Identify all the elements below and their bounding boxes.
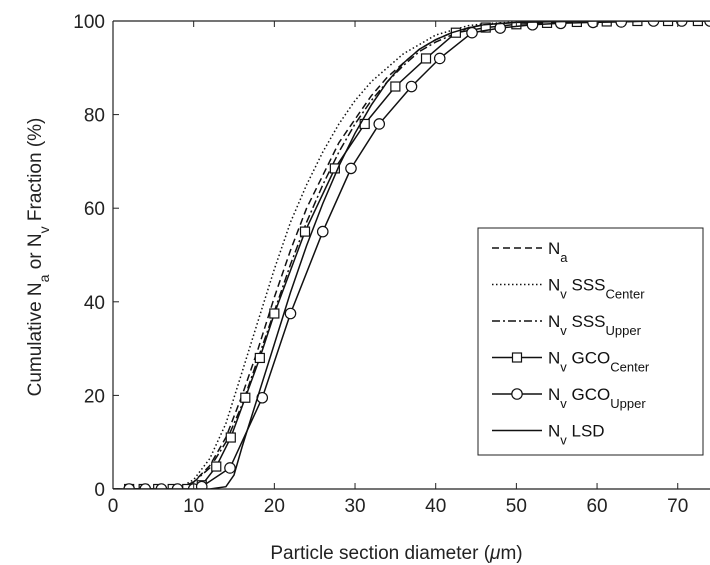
axes-layer: 0 10 20 30 40 50 60 70 0 20 40 60 80 100 Particle sect… (25, 12, 710, 564)
series-6 (113, 21, 710, 489)
legend-marker (511, 352, 523, 363)
data-point (345, 162, 357, 175)
x-tick-label: 70 (667, 496, 688, 517)
legend-box (477, 227, 704, 456)
x-tick-label: 40 (425, 496, 446, 517)
data-point (480, 22, 491, 33)
data-point (182, 483, 193, 489)
data-point (662, 21, 674, 27)
legend-item: Na (492, 239, 568, 265)
data-point (329, 163, 340, 174)
data-point (254, 352, 265, 364)
data-point (692, 21, 703, 27)
y-tick-label: 0 (94, 480, 105, 501)
data-point (466, 26, 478, 39)
x-axis-title: Particle section diameter (μm) (270, 543, 522, 564)
data-point (195, 480, 208, 489)
series-line (113, 21, 710, 489)
data-point (224, 462, 236, 474)
legend-label: Nv GCOUpper (548, 385, 646, 411)
y-tick-label: 80 (84, 106, 105, 127)
data-point (675, 21, 688, 27)
y-axis-title: Cumulative Na or Nv Fraction (%) (25, 118, 52, 397)
data-point (554, 21, 567, 30)
legend-item: Nv SSSCenter (492, 276, 645, 302)
data-point (615, 21, 628, 28)
legend-item: Nv GCOCenter (492, 349, 650, 375)
data-point (587, 21, 599, 29)
x-tick-label: 10 (183, 496, 204, 517)
legend: Na Nv SSSCenter Nv SSSUpper Nv GCOCenter Nv … (477, 227, 704, 456)
x-tick-label: 50 (506, 496, 527, 517)
y-tick-label: 60 (84, 199, 105, 220)
data-point (647, 21, 660, 27)
data-point (420, 53, 432, 64)
legend-label: Nv LSD (548, 422, 605, 448)
y-tick-label: 20 (84, 386, 105, 407)
data-point (632, 21, 643, 27)
data-point (526, 21, 539, 31)
data-point (405, 80, 418, 93)
x-tick-label: 0 (108, 496, 119, 517)
legend-item: Nv SSSUpper (492, 312, 642, 338)
data-point (269, 308, 280, 319)
data-point (316, 225, 329, 238)
series-line (113, 21, 710, 489)
series-5 (123, 21, 710, 489)
legend-label: Na (548, 239, 568, 265)
x-tick-label: 30 (344, 496, 365, 517)
y-tick-label: 40 (84, 293, 105, 314)
data-point (373, 118, 386, 130)
series-3 (113, 21, 710, 489)
data-point (284, 307, 297, 320)
legend-label: Nv SSSCenter (548, 276, 645, 302)
data-point (225, 432, 236, 443)
y-tick-label: 100 (73, 12, 105, 33)
series-layer (113, 21, 710, 489)
legend-item: Nv LSD (492, 422, 605, 448)
legend-label: Nv SSSUpper (548, 312, 642, 338)
data-point (211, 461, 222, 472)
legend-marker (511, 388, 523, 400)
data-point (299, 226, 311, 237)
legend-label: Nv GCOCenter (548, 349, 650, 375)
legend-item: Nv GCOUpper (492, 385, 646, 411)
data-point (390, 81, 401, 92)
x-tick-label: 20 (264, 496, 285, 517)
data-point (433, 52, 446, 65)
data-point (240, 392, 251, 403)
data-point (541, 21, 553, 28)
x-tick-label: 60 (586, 496, 607, 517)
